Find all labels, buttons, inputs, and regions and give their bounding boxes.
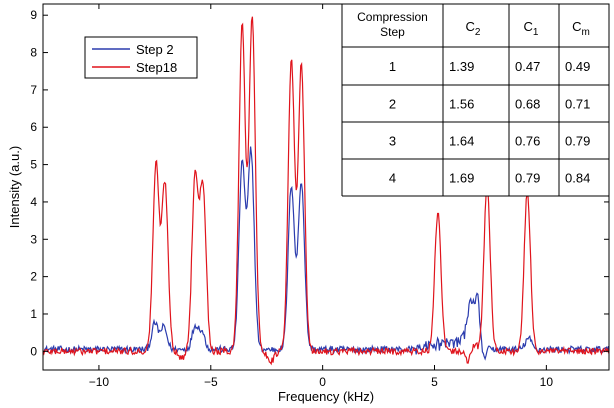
series-line-step-2 <box>43 146 609 361</box>
table-cell: 1.39 <box>449 59 474 74</box>
y-tick-label: 1 <box>30 307 37 321</box>
y-tick-label: 3 <box>30 232 37 246</box>
y-tick-label: 5 <box>30 158 37 172</box>
table-cell: 0.79 <box>515 171 540 186</box>
series-line-step18 <box>43 16 609 366</box>
table-grid <box>341 3 610 197</box>
table-cell: 4 <box>389 171 396 186</box>
y-tick-label: 4 <box>30 195 37 209</box>
y-tick-label: 6 <box>30 120 37 134</box>
table-header: Cm <box>572 19 590 38</box>
table-cell: 0.47 <box>515 59 540 74</box>
table-cell: 0.71 <box>565 97 590 112</box>
x-tick-label: 5 <box>431 375 438 389</box>
x-tick-label: 0 <box>319 375 326 389</box>
table-header: Step <box>380 25 405 39</box>
table-cell: 1.56 <box>449 97 474 112</box>
x-tick-label: −10 <box>89 375 110 389</box>
table-cell: 1 <box>389 59 396 74</box>
table-cell: 0.84 <box>565 171 590 186</box>
table-cell: 0.76 <box>515 134 540 149</box>
y-tick-label: 7 <box>30 83 37 97</box>
x-axis: −10 −5 0 5 10 <box>89 4 554 389</box>
y-axis-title: Intensity (a.u.) <box>7 146 22 228</box>
y-tick-label: 8 <box>30 46 37 60</box>
legend-box <box>84 36 198 79</box>
y-tick-label: 0 <box>30 344 37 358</box>
legend-label-step-2: Step 2 <box>136 42 174 57</box>
x-tick-label: 10 <box>540 375 554 389</box>
table-cell: 2 <box>389 97 396 112</box>
table-header: Compression <box>357 10 428 24</box>
x-tick-label: −5 <box>204 375 218 389</box>
table-header: C1 <box>524 19 539 38</box>
table-cell: 1.64 <box>449 134 474 149</box>
table-cell: 0.79 <box>565 134 590 149</box>
table-cell: 0.49 <box>565 59 590 74</box>
series-layer <box>43 16 609 366</box>
table-cell: 3 <box>389 134 396 149</box>
table-cell: 1.69 <box>449 171 474 186</box>
y-tick-label: 9 <box>30 8 37 22</box>
x-axis-title: Frequency (kHz) <box>278 389 374 404</box>
table-header: C2 <box>466 19 481 38</box>
legend-label-step18: Step18 <box>136 60 177 75</box>
y-tick-label: 2 <box>30 270 37 284</box>
legend: Step 2 Step18 <box>84 36 198 79</box>
table-cell: 0.68 <box>515 97 540 112</box>
table-background <box>342 4 609 196</box>
